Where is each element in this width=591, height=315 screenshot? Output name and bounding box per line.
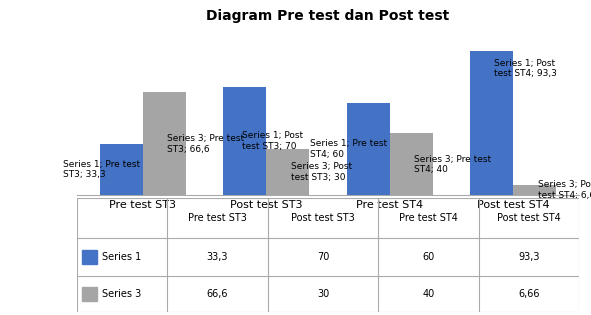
Text: Series 3; Post
test ST4; 6,66: Series 3; Post test ST4; 6,66 [538,180,591,200]
Text: Series 1; Post
test ST4; 93,3: Series 1; Post test ST4; 93,3 [494,59,557,78]
Text: Series 1; Post
test ST3; 70: Series 1; Post test ST3; 70 [242,131,303,151]
Text: 70: 70 [317,252,329,262]
Text: 93,3: 93,3 [518,252,540,262]
Bar [143,92,186,195]
Text: Pre test ST4: Pre test ST4 [399,213,458,223]
Text: 60: 60 [423,252,434,262]
Bar [346,102,389,195]
Text: 6,66: 6,66 [518,289,540,299]
Bar [267,149,310,195]
Bar [470,51,513,195]
Text: 66,6: 66,6 [207,289,228,299]
Text: Series 1; Pre test
ST3; 33,3: Series 1; Pre test ST3; 33,3 [63,160,140,179]
Bar [100,144,143,195]
Bar [389,134,433,195]
Bar [223,87,267,195]
Text: Post test ST4: Post test ST4 [497,213,561,223]
Text: Series 1: Series 1 [102,252,141,262]
Bar [513,185,556,195]
Text: Series 3; Pre test
ST4; 40: Series 3; Pre test ST4; 40 [414,155,491,174]
Text: 33,3: 33,3 [207,252,228,262]
Text: 30: 30 [317,289,329,299]
Bar [82,287,97,301]
Text: Post test ST3: Post test ST3 [291,213,355,223]
Bar [82,250,97,264]
Text: Series 3; Pre test
ST3; 66,6: Series 3; Pre test ST3; 66,6 [167,134,244,153]
Text: Pre test ST3: Pre test ST3 [188,213,247,223]
Text: Series 3: Series 3 [102,289,141,299]
Text: Series 3; Post
test ST3; 30: Series 3; Post test ST3; 30 [291,163,352,182]
Title: Diagram Pre test dan Post test: Diagram Pre test dan Post test [206,9,450,23]
Text: Series 1; Pre test
ST4; 60: Series 1; Pre test ST4; 60 [310,139,387,159]
Text: 40: 40 [423,289,434,299]
